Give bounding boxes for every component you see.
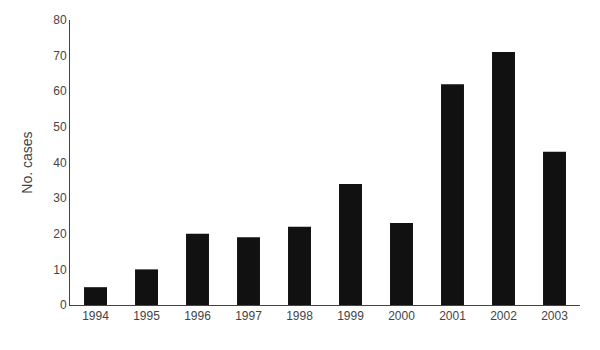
svg-text:2001: 2001: [439, 309, 466, 323]
svg-text:40: 40: [53, 156, 67, 170]
svg-text:1997: 1997: [235, 309, 262, 323]
svg-text:70: 70: [53, 49, 67, 63]
svg-text:30: 30: [53, 191, 67, 205]
svg-text:2003: 2003: [541, 309, 568, 323]
svg-text:1998: 1998: [286, 309, 313, 323]
svg-text:1995: 1995: [133, 309, 160, 323]
svg-text:1994: 1994: [82, 309, 109, 323]
svg-text:No. cases: No. cases: [19, 131, 35, 193]
svg-text:2002: 2002: [490, 309, 517, 323]
svg-text:1999: 1999: [337, 309, 364, 323]
svg-text:20: 20: [53, 227, 67, 241]
svg-text:60: 60: [53, 84, 67, 98]
svg-text:0: 0: [60, 298, 67, 312]
svg-text:2000: 2000: [388, 309, 415, 323]
svg-text:1996: 1996: [184, 309, 211, 323]
svg-text:80: 80: [53, 13, 67, 27]
svg-text:10: 10: [53, 263, 67, 277]
svg-text:50: 50: [53, 120, 67, 134]
